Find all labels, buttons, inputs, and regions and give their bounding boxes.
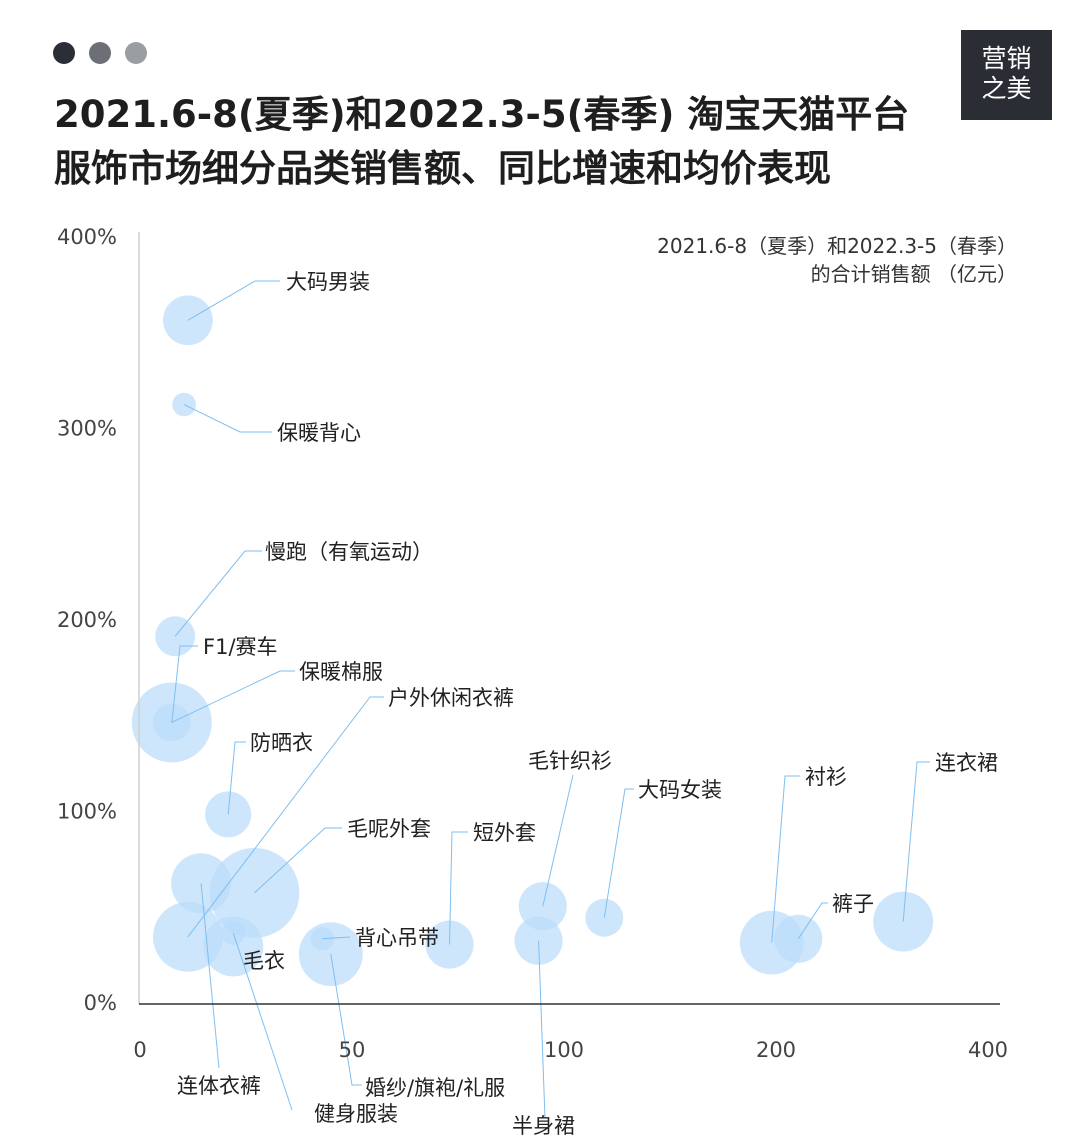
leader-line	[542, 774, 574, 907]
point-label: 健身服装	[314, 1102, 398, 1126]
x-tick-label: 200	[756, 1038, 796, 1062]
leader-line	[538, 940, 546, 1119]
y-tick-label: 0%	[84, 991, 117, 1015]
point-label: 保暖背心	[277, 421, 361, 445]
leader-line	[183, 404, 272, 433]
point-label: 裤子	[832, 892, 874, 916]
leader-line	[227, 741, 246, 815]
y-tick-label: 200%	[57, 608, 117, 632]
x-tick-label: 50	[339, 1038, 366, 1062]
bubble-point	[203, 916, 264, 977]
point-label: 慢跑（有氧运动）	[265, 540, 433, 564]
y-tick-label: 100%	[57, 800, 117, 824]
point-label: 防晒衣	[250, 731, 313, 755]
point-label: 短外套	[473, 821, 536, 845]
point-label: 半身裙	[512, 1114, 575, 1136]
leader-line	[603, 788, 634, 918]
bubble-point	[425, 920, 474, 969]
logo-line-2: 之美	[981, 74, 1032, 103]
point-label: 衬衫	[805, 765, 847, 789]
point-label: 连体衣裤	[177, 1074, 261, 1098]
point-label: 保暖棉服	[299, 660, 383, 684]
leader-line	[322, 936, 351, 940]
leader-line	[449, 831, 468, 945]
leader-line	[771, 775, 800, 943]
x-tick-label: 100	[544, 1038, 584, 1062]
point-label: 毛衣	[243, 949, 285, 973]
page-title: 2021.6-8(夏季)和2022.3-5(春季) 淘宝天猫平台 服饰市场细分品…	[54, 88, 909, 196]
leader-line	[902, 761, 930, 922]
leader-line	[171, 645, 198, 723]
point-label: 背心吊带	[355, 926, 439, 950]
x-axis-label-line-2: 的合计销售额 （亿元）	[811, 262, 1017, 286]
leader-line	[174, 550, 262, 637]
leader-line	[200, 883, 220, 1069]
dot-light	[125, 42, 147, 64]
y-tick-label: 400%	[57, 225, 117, 249]
leader-line	[330, 954, 362, 1086]
point-label: 毛针织衫	[528, 749, 612, 773]
point-label: 户外休闲衣裤	[388, 686, 514, 710]
title-line-1: 2021.6-8(夏季)和2022.3-5(春季) 淘宝天猫平台	[54, 93, 910, 136]
dot-mid	[89, 42, 111, 64]
leader-line	[187, 696, 384, 938]
window-dots	[53, 42, 147, 64]
bubble-point	[205, 791, 252, 838]
x-tick-label: 400	[968, 1038, 1008, 1062]
point-label: 婚纱/旗袍/礼服	[365, 1076, 505, 1100]
point-label: 大码女装	[638, 778, 722, 802]
leader-line	[254, 827, 342, 894]
y-tick-label: 300%	[57, 417, 117, 441]
leader-line	[187, 280, 280, 321]
point-label: 大码男装	[286, 270, 370, 294]
leader-line	[797, 902, 828, 940]
point-label: 连衣裙	[935, 751, 998, 775]
point-label: 毛呢外套	[347, 817, 431, 841]
logo-line-1: 营销	[981, 44, 1032, 73]
leader-line	[171, 670, 295, 723]
point-label: F1/赛车	[203, 635, 278, 659]
x-tick-label: 0	[133, 1038, 146, 1062]
x-axis-label-line-1: 2021.6-8（夏季）和2022.3-5（春季）	[657, 234, 1017, 258]
dot-dark	[53, 42, 75, 64]
brand-logo: 营销 之美	[961, 30, 1052, 120]
leader-line	[232, 932, 293, 1111]
title-line-2: 服饰市场细分品类销售额、同比增速和均价表现	[54, 147, 831, 190]
